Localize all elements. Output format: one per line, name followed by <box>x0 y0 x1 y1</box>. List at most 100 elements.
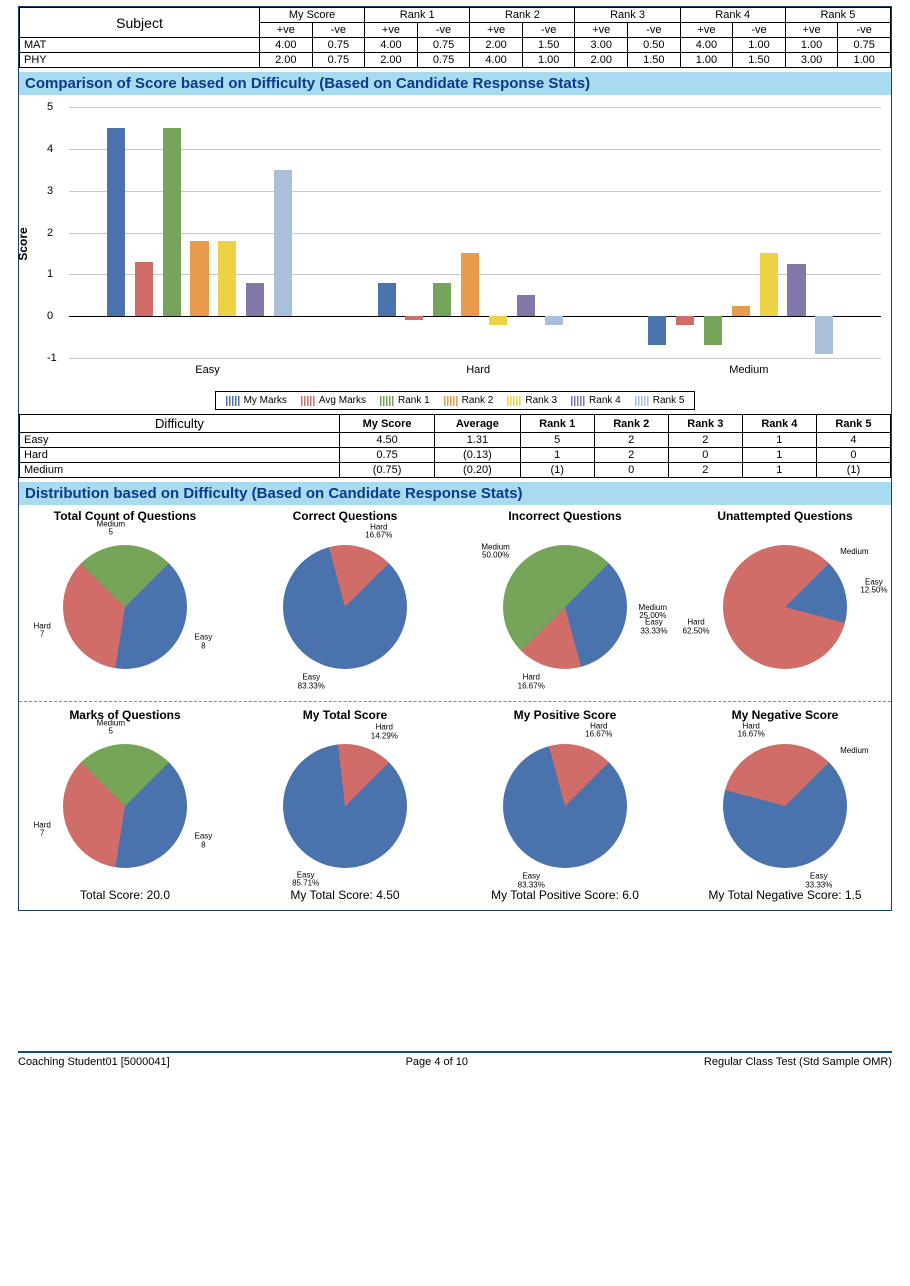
cell-value: 1 <box>742 433 816 448</box>
legend-label: Rank 4 <box>589 395 621 406</box>
pie-label: Hard16.67% <box>518 674 545 691</box>
difficulty-bar-chart: Score -1012345EasyHardMedium <box>19 99 891 389</box>
section-difficulty-dist: Distribution based on Difficulty (Based … <box>19 482 891 505</box>
pie-slice-label: Medium <box>840 747 868 755</box>
pie-block: Correct QuestionsEasy83.33%Hard16.67% <box>239 509 451 687</box>
cell-value: 0.75 <box>417 38 470 53</box>
cell-subject: PHY <box>20 53 260 68</box>
pie-label: Medium5 <box>97 720 125 737</box>
pie-chart <box>63 744 187 868</box>
sub-neg: -ve <box>522 23 575 38</box>
pie-wrap: Easy8Hard7Medium5 <box>19 527 231 687</box>
cell-value: 1 <box>742 448 816 463</box>
cell-value: 4.00 <box>680 38 733 53</box>
sub-neg: -ve <box>838 23 891 38</box>
x-category: Medium <box>689 364 809 376</box>
bar-avg_marks <box>135 262 153 316</box>
legend-label: Rank 1 <box>398 395 430 406</box>
legend-label: My Marks <box>244 395 287 406</box>
bar-rank1 <box>433 283 451 316</box>
cell-value: 1.00 <box>785 38 838 53</box>
y-tick: 4 <box>47 143 53 155</box>
bar-rank5 <box>274 170 292 316</box>
cell-value: 0 <box>668 448 742 463</box>
cell-value: 1.50 <box>733 53 786 68</box>
cell-difficulty: Medium <box>20 463 340 478</box>
pie-block: Unattempted Questions Easy12.50%Hard62.50… <box>679 509 891 687</box>
sub-pos: +ve <box>680 23 733 38</box>
sub-pos: +ve <box>470 23 523 38</box>
pie-caption: Total Score: 20.0 <box>19 888 231 902</box>
cell-value: 2 <box>668 433 742 448</box>
pie-title: My Negative Score <box>679 708 891 722</box>
sub-pos: +ve <box>575 23 628 38</box>
cell-value: 0 <box>816 448 890 463</box>
legend-label: Rank 2 <box>462 395 494 406</box>
legend-swatch <box>301 396 315 406</box>
pie-chart <box>723 545 847 669</box>
pie-slice-value: 83.33% <box>518 881 545 889</box>
bar-rank4 <box>246 283 264 316</box>
footer-center: Page 4 of 10 <box>406 1056 468 1068</box>
col-head: Rank 2 <box>594 415 668 433</box>
pie-wrap: Easy12.50%Hard62.50%Medium <box>679 527 891 687</box>
table-row: Medium(0.75)(0.20)(1)021(1) <box>20 463 891 478</box>
pie-wrap: Easy83.33%Hard16.67% <box>459 726 671 886</box>
pie-slice-label: Medium <box>840 548 868 556</box>
sub-pos: +ve <box>785 23 838 38</box>
col-subject: Subject <box>20 8 260 38</box>
pie-label: Easy33.33% <box>640 619 667 636</box>
cell-subject: MAT <box>20 38 260 53</box>
legend-item: Rank 1 <box>380 395 430 406</box>
legend-item: Rank 4 <box>571 395 621 406</box>
pie-wrap: Easy33.33%Hard16.67%Medium50.00%Medium25… <box>459 527 671 687</box>
pie-label: Hard16.67% <box>738 722 765 739</box>
pie-label: Easy33.33% <box>805 873 832 890</box>
pie-chart <box>723 744 847 868</box>
bar-rank2 <box>732 306 750 316</box>
col-head: My Score <box>340 415 435 433</box>
pie-label: Easy8 <box>194 634 212 651</box>
pie-title: My Total Score <box>239 708 451 722</box>
bar-rank2 <box>461 253 479 316</box>
cell-value: 3.00 <box>785 53 838 68</box>
pie-title: Incorrect Questions <box>459 509 671 523</box>
pie-row-1: Total Count of QuestionsEasy8Hard7Medium… <box>19 509 891 695</box>
pie-chart <box>503 744 627 868</box>
col-head: Rank 4 <box>742 415 816 433</box>
footer-right: Regular Class Test (Std Sample OMR) <box>704 1056 892 1068</box>
pie-slice-value: 25.00% <box>639 612 667 620</box>
bar-rank1 <box>704 316 722 345</box>
pie-slice-value: 12.50% <box>860 587 887 595</box>
pie-slice-value: 16.67% <box>518 682 545 690</box>
footer-left: Coaching Student01 [5000041] <box>18 1056 170 1068</box>
pie-title: Unattempted Questions <box>679 509 891 523</box>
bar-rank2 <box>190 241 208 316</box>
col-head: Rank 5 <box>816 415 890 433</box>
pie-label: Hard14.29% <box>371 724 398 741</box>
x-category: Hard <box>418 364 538 376</box>
pie-slice-value: 5 <box>97 529 125 537</box>
pie-chart <box>503 545 627 669</box>
legend-swatch <box>444 396 458 406</box>
cell-value: 2 <box>668 463 742 478</box>
legend-item: Rank 5 <box>635 395 685 406</box>
cell-value: 0.50 <box>628 38 681 53</box>
bar-my_marks <box>648 316 666 345</box>
cell-value: 0.75 <box>340 448 435 463</box>
pie-label: Easy83.33% <box>298 674 325 691</box>
pie-label: Medium <box>840 747 868 755</box>
legend-swatch <box>635 396 649 406</box>
sub-neg: -ve <box>733 23 786 38</box>
pie-slice-value: 8 <box>194 642 212 650</box>
pie-slice-value: 8 <box>194 841 212 849</box>
cell-value: (1) <box>520 463 594 478</box>
cell-value: 0.75 <box>312 38 365 53</box>
cell-value: 2.00 <box>365 53 418 68</box>
bar-avg_marks <box>676 316 694 324</box>
cell-value: (0.13) <box>435 448 520 463</box>
pie-block: My Negative Score Easy33.33% Hard16.67% Med… <box>679 708 891 902</box>
pie-slice-value: 7 <box>33 830 50 838</box>
cell-value: 2 <box>594 433 668 448</box>
pie-label: Hard7 <box>33 822 50 839</box>
